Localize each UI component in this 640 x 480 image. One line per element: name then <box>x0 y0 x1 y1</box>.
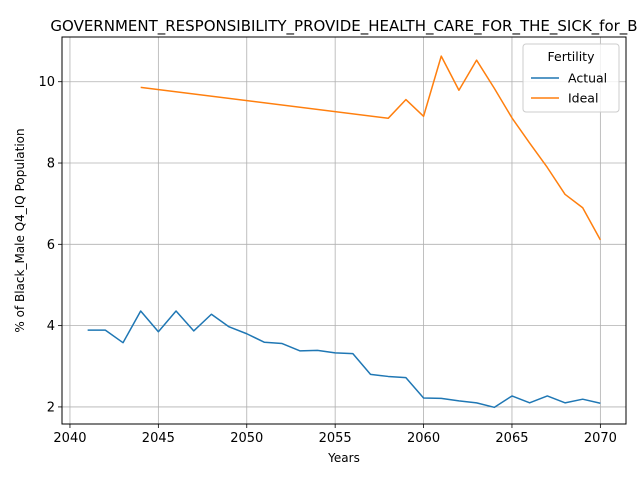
legend: Fertility Actual Ideal <box>522 43 620 113</box>
y-tick-label: 10 <box>38 75 55 90</box>
legend-entry-ideal: Ideal <box>568 91 598 106</box>
series-line-ideal <box>140 55 602 241</box>
series-lines <box>87 55 602 409</box>
legend-title: Fertility <box>548 49 596 64</box>
x-tick-label: 2060 <box>407 431 440 446</box>
x-tick-label: 2040 <box>53 431 86 446</box>
chart-title: GOVERNMENT_RESPONSIBILITY_PROVIDE_HEALTH… <box>50 17 637 36</box>
series-line-actual <box>87 310 601 409</box>
x-tick-label: 2065 <box>495 431 528 446</box>
x-tick-label: 2050 <box>230 431 263 446</box>
legend-box <box>522 43 620 113</box>
x-axis-label: Years <box>327 451 360 465</box>
plot-area-frame <box>61 36 627 425</box>
x-tick-label: 2055 <box>319 431 352 446</box>
y-axis-label: % of Black_Male Q4_IQ Population <box>13 128 27 332</box>
y-tick-label: 8 <box>47 157 55 172</box>
x-tick-label: 2070 <box>584 431 617 446</box>
x-tick-label: 2045 <box>142 431 175 446</box>
legend-entry-actual: Actual <box>568 71 607 86</box>
y-tick-label: 6 <box>47 238 55 253</box>
y-tick-label: 2 <box>47 400 55 415</box>
grid-lines <box>62 37 626 424</box>
y-tick-label: 4 <box>47 319 55 334</box>
axis-ticks: 2040 2045 2050 2055 2060 2065 2070 2 4 6 8 10 <box>38 75 616 446</box>
